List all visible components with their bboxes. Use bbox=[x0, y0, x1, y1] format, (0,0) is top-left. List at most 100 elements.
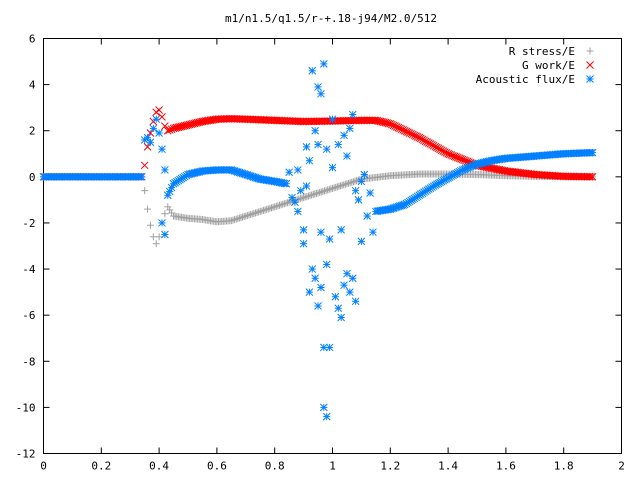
data-point bbox=[229, 216, 237, 224]
data-point bbox=[311, 274, 320, 283]
data-point bbox=[301, 193, 309, 201]
data-point bbox=[264, 205, 272, 213]
data-point bbox=[263, 205, 271, 213]
data-point bbox=[253, 208, 261, 216]
data-point bbox=[144, 205, 152, 213]
data-point bbox=[317, 188, 325, 196]
data-point bbox=[348, 110, 357, 119]
legend-marker bbox=[586, 47, 594, 55]
data-point bbox=[316, 188, 324, 196]
data-point bbox=[258, 207, 266, 215]
legend-label: R stress/E bbox=[509, 45, 575, 58]
data-point bbox=[152, 115, 161, 124]
data-point bbox=[240, 213, 248, 221]
data-point bbox=[334, 140, 343, 149]
data-point bbox=[300, 194, 308, 202]
data-point bbox=[314, 140, 322, 149]
data-point bbox=[250, 209, 258, 217]
y-tick-label: -2 bbox=[22, 217, 35, 230]
data-marks bbox=[39, 60, 597, 421]
data-point bbox=[285, 168, 294, 177]
data-point bbox=[305, 288, 314, 296]
data-point bbox=[299, 226, 308, 234]
data-point bbox=[280, 200, 288, 208]
data-point bbox=[140, 161, 149, 170]
y-tick-label: -10 bbox=[16, 401, 36, 414]
data-point bbox=[340, 281, 348, 290]
data-point bbox=[343, 180, 351, 188]
data-point bbox=[152, 240, 160, 248]
data-point bbox=[343, 269, 351, 278]
x-tick-label: 1.4 bbox=[438, 460, 458, 473]
data-point bbox=[320, 187, 328, 195]
data-point bbox=[334, 304, 343, 313]
data-point bbox=[158, 145, 166, 154]
data-point bbox=[255, 208, 263, 216]
data-point bbox=[247, 210, 255, 218]
x-tick-label: 0.8 bbox=[265, 460, 285, 473]
y-tick-label: -8 bbox=[22, 355, 35, 368]
data-point bbox=[309, 191, 317, 199]
data-point bbox=[271, 203, 279, 211]
data-point bbox=[337, 313, 346, 322]
axis-tick-labels: 0 0.2 0.4 0.6 0.8 1 1.2 1.4 1.6 1.8 2 6 4 2 0 -2 -4 -6 -8 -… bbox=[16, 33, 625, 473]
data-point bbox=[348, 274, 357, 283]
y-tick-label: 2 bbox=[29, 125, 36, 138]
data-point bbox=[168, 209, 176, 217]
data-point bbox=[343, 152, 351, 160]
data-point bbox=[314, 302, 322, 310]
data-point bbox=[166, 206, 174, 214]
data-point bbox=[146, 129, 155, 137]
data-point bbox=[588, 148, 597, 157]
data-point bbox=[279, 200, 287, 208]
data-point bbox=[227, 217, 235, 225]
data-point bbox=[327, 185, 335, 193]
data-point bbox=[322, 186, 330, 194]
plot-area-frame bbox=[43, 38, 622, 454]
data-point bbox=[291, 198, 299, 207]
data-point bbox=[333, 183, 341, 191]
data-point bbox=[357, 237, 366, 246]
legend-marker bbox=[586, 75, 594, 83]
data-point bbox=[317, 228, 325, 237]
data-point bbox=[340, 181, 348, 189]
x-tick-label: 0.2 bbox=[91, 460, 111, 473]
data-point bbox=[163, 126, 172, 135]
data-point bbox=[143, 143, 152, 151]
data-point bbox=[298, 194, 306, 202]
data-point bbox=[353, 177, 361, 185]
data-point bbox=[369, 228, 377, 237]
data-point bbox=[296, 186, 305, 195]
data-point bbox=[161, 122, 169, 130]
y-tick-label: 4 bbox=[29, 79, 36, 92]
data-point bbox=[311, 126, 320, 135]
data-point bbox=[155, 129, 163, 137]
y-tick-label: -4 bbox=[22, 263, 36, 276]
data-point bbox=[165, 126, 174, 134]
data-point bbox=[282, 179, 291, 188]
data-point bbox=[256, 207, 264, 215]
y-tick-label: -12 bbox=[16, 448, 36, 461]
y-tick-label: 0 bbox=[29, 171, 36, 184]
data-point bbox=[295, 195, 303, 203]
data-point bbox=[341, 180, 349, 188]
data-point bbox=[319, 403, 328, 412]
data-point bbox=[494, 165, 502, 174]
data-point bbox=[322, 145, 331, 154]
data-point bbox=[266, 204, 274, 212]
data-point bbox=[158, 219, 166, 227]
data-point bbox=[272, 202, 280, 210]
data-point bbox=[243, 212, 251, 220]
data-point bbox=[322, 412, 331, 421]
data-point bbox=[325, 235, 334, 243]
data-point bbox=[137, 172, 146, 181]
data-point bbox=[146, 221, 154, 229]
data-point bbox=[489, 164, 497, 173]
data-point bbox=[308, 265, 317, 273]
data-point bbox=[351, 177, 359, 185]
data-point bbox=[284, 199, 292, 207]
x-tick-label: 0.6 bbox=[207, 460, 227, 473]
data-point bbox=[348, 178, 356, 186]
data-point bbox=[345, 288, 354, 296]
x-tick-label: 0 bbox=[40, 460, 47, 473]
